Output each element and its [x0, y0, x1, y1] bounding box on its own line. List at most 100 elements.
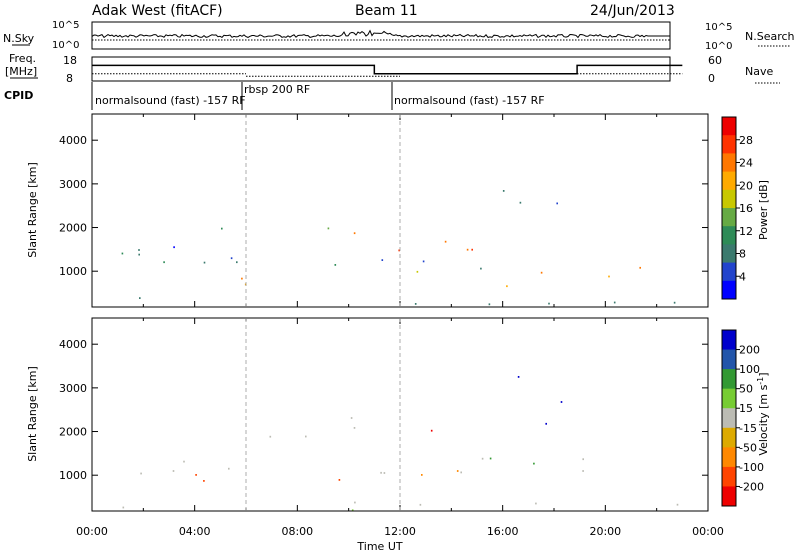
scatter-cell — [221, 227, 223, 230]
time-axis-label: Time UT — [356, 540, 402, 553]
scatter-cell — [489, 457, 492, 460]
cpid-segment-1: normalsound (fast) -157 RF — [95, 94, 246, 107]
colorbar-swatch — [722, 117, 736, 136]
time-tick-label: 16:00 — [487, 525, 519, 538]
colorbar-tick: -50 — [739, 441, 757, 454]
nsky-tick-high: 10^5 — [52, 20, 79, 31]
scatter-cell — [140, 472, 142, 475]
scatter-cell — [421, 474, 423, 476]
scatter-cell — [519, 201, 522, 204]
scatter-cell — [560, 401, 563, 403]
beam-title: Beam 11 — [355, 3, 418, 19]
scatter-cell — [481, 457, 484, 460]
scatter-cell — [414, 303, 417, 305]
colorbar-tick: 28 — [739, 134, 753, 147]
colorbar-swatch — [722, 244, 736, 264]
y-tick-label: 4000 — [59, 134, 87, 147]
time-axis: 00:00 04:00 08:00 12:00 16:00 20:00 00:00 — [76, 525, 724, 538]
scatter-cell — [241, 277, 243, 280]
scatter-cell — [533, 462, 535, 465]
scatter-cell — [398, 249, 400, 252]
y-tick-label: 1000 — [59, 265, 87, 278]
scatter-cell — [466, 248, 469, 251]
power-colorbar-label: Power [dB] — [757, 180, 770, 240]
time-tick-label: 20:00 — [589, 525, 621, 538]
nave-tick-high: 60 — [708, 54, 722, 67]
scatter-cell — [540, 271, 543, 274]
scatter-cell — [230, 257, 233, 260]
nsearch-tick-high: 10^5 — [705, 22, 732, 33]
nsearch-tick-low: 10^0 — [705, 41, 732, 52]
y-tick-label: 3000 — [59, 178, 87, 191]
scatter-cell — [334, 264, 337, 266]
velocity-colorbar-label: Velocity [m s-1] — [756, 372, 771, 455]
colorbar-swatch — [722, 171, 736, 191]
station-title: Adak West (fitACF) — [92, 3, 223, 19]
colorbar-swatch — [722, 486, 736, 507]
colorbar-tick: 8 — [739, 248, 746, 261]
time-tick-label: 04:00 — [179, 525, 211, 538]
colorbar-swatch — [722, 466, 736, 487]
scatter-cell — [353, 232, 356, 235]
nsky-label: N.Sky — [3, 32, 35, 45]
colorbar-swatch — [722, 408, 736, 429]
scatter-cell — [173, 246, 175, 249]
freq-trace — [92, 64, 683, 75]
colorbar-swatch — [722, 189, 736, 209]
colorbar-tick: 200 — [739, 344, 760, 357]
scatter-cell — [613, 301, 616, 304]
y-tick-label: 2000 — [59, 426, 87, 439]
time-tick-label: 12:00 — [384, 525, 416, 538]
velocity-ylabel: Slant Range [km] — [26, 366, 39, 462]
colorbar-swatch — [722, 135, 736, 154]
y-tick-label: 3000 — [59, 382, 87, 395]
y-tick-label: 2000 — [59, 222, 87, 235]
freq-tick-low: 8 — [66, 72, 73, 85]
scatter-cell — [228, 467, 230, 470]
nave-tick-low: 0 — [708, 72, 715, 85]
scatter-cell — [236, 261, 238, 264]
colorbar-tick: 50 — [739, 383, 753, 396]
colorbar-swatch — [722, 447, 736, 468]
scatter-cell — [351, 509, 354, 511]
scatter-cell — [480, 267, 482, 270]
nsky-tick-low: 10^0 — [52, 40, 79, 51]
scatter-cell — [548, 302, 550, 305]
colorbar-tick: 16 — [739, 202, 753, 215]
nsky-trace — [91, 29, 670, 39]
cpid-segment-3: normalsound (fast) -157 RF — [394, 94, 545, 107]
freq-label: Freq. — [9, 52, 36, 65]
velocity-colorbar: 200 100 50 15 -15 -50 -100 -200 Velocity [m s-1… — [721, 329, 771, 507]
scatter-cell — [517, 376, 520, 378]
colorbar-swatch — [722, 369, 736, 390]
scatter-cell — [556, 202, 558, 205]
colorbar-swatch — [722, 330, 736, 351]
scatter-cell — [608, 275, 610, 278]
colorbar-swatch — [722, 427, 736, 448]
scatter-cell — [422, 260, 425, 263]
nave-trace — [92, 73, 683, 77]
scatter-cell — [203, 480, 205, 482]
scatter-cell — [138, 253, 140, 256]
scatter-cell — [582, 458, 584, 461]
scatter-cell — [430, 429, 433, 432]
scatter-cell — [195, 474, 197, 476]
date-title: 24/Jun/2013 — [590, 3, 675, 19]
nsearch-label: N.Search — [745, 30, 795, 43]
colorbar-tick: -15 — [739, 422, 757, 435]
colorbar-tick: 4 — [739, 270, 746, 283]
nsky-panel: N.Sky 10^5 10^0 10^5 10^0 N.Search — [3, 20, 795, 52]
scatter-cell — [327, 227, 330, 230]
scatter-cell — [582, 470, 584, 472]
scatter-cell — [488, 303, 491, 306]
nave-label: Nave — [745, 65, 773, 78]
scatter-cell — [535, 502, 537, 505]
scatter-cell — [172, 470, 175, 472]
power-ylabel: Slant Range [km] — [26, 162, 39, 258]
scatter-cell — [121, 252, 124, 255]
colorbar-swatch — [722, 388, 736, 409]
scatter-cell — [502, 190, 505, 192]
velocity-panel: 4000 3000 2000 1000 Slant Range [km] — [26, 317, 709, 512]
scatter-cell — [380, 471, 382, 474]
